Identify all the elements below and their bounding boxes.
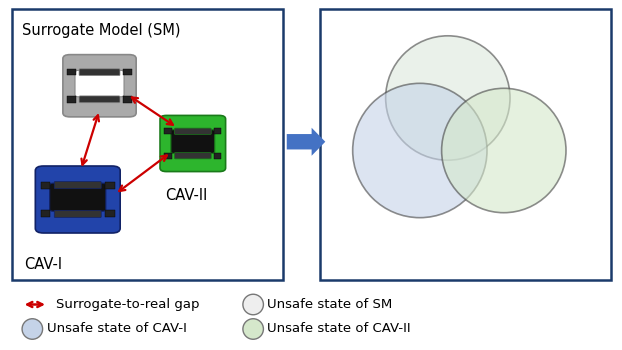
Bar — [105, 210, 115, 217]
FancyBboxPatch shape — [35, 166, 120, 233]
Bar — [164, 153, 172, 159]
Ellipse shape — [243, 294, 264, 315]
Bar — [123, 69, 131, 76]
Ellipse shape — [22, 319, 42, 339]
FancyBboxPatch shape — [54, 210, 101, 217]
Bar — [123, 96, 131, 103]
Bar — [12, 9, 283, 280]
FancyBboxPatch shape — [79, 96, 120, 103]
FancyBboxPatch shape — [63, 55, 136, 117]
Bar — [214, 128, 221, 134]
Text: Unsafe state of CAV-I: Unsafe state of CAV-I — [47, 322, 187, 336]
FancyBboxPatch shape — [174, 128, 211, 134]
Text: CAV-II: CAV-II — [165, 189, 207, 203]
FancyBboxPatch shape — [79, 69, 120, 76]
FancyBboxPatch shape — [171, 130, 215, 154]
Bar — [164, 128, 172, 134]
Text: Surrogate-to-real gap: Surrogate-to-real gap — [56, 298, 200, 311]
FancyBboxPatch shape — [174, 153, 211, 159]
Ellipse shape — [442, 88, 566, 213]
Text: Surrogate Model (SM): Surrogate Model (SM) — [22, 23, 180, 38]
Ellipse shape — [386, 36, 510, 160]
FancyBboxPatch shape — [160, 116, 226, 172]
Bar — [68, 96, 76, 103]
FancyArrow shape — [287, 128, 325, 156]
Bar — [320, 9, 611, 280]
Bar — [68, 69, 76, 76]
Ellipse shape — [243, 319, 264, 339]
Ellipse shape — [353, 83, 487, 218]
FancyBboxPatch shape — [50, 183, 106, 211]
Bar — [214, 153, 221, 159]
Text: Unsafe state of CAV-II: Unsafe state of CAV-II — [267, 322, 411, 336]
Text: Unsafe state of SM: Unsafe state of SM — [267, 298, 392, 311]
Bar — [40, 210, 50, 217]
Text: CAV-I: CAV-I — [24, 257, 62, 272]
Bar — [105, 182, 115, 189]
FancyBboxPatch shape — [75, 70, 124, 97]
Bar — [40, 182, 50, 189]
FancyBboxPatch shape — [54, 181, 101, 189]
